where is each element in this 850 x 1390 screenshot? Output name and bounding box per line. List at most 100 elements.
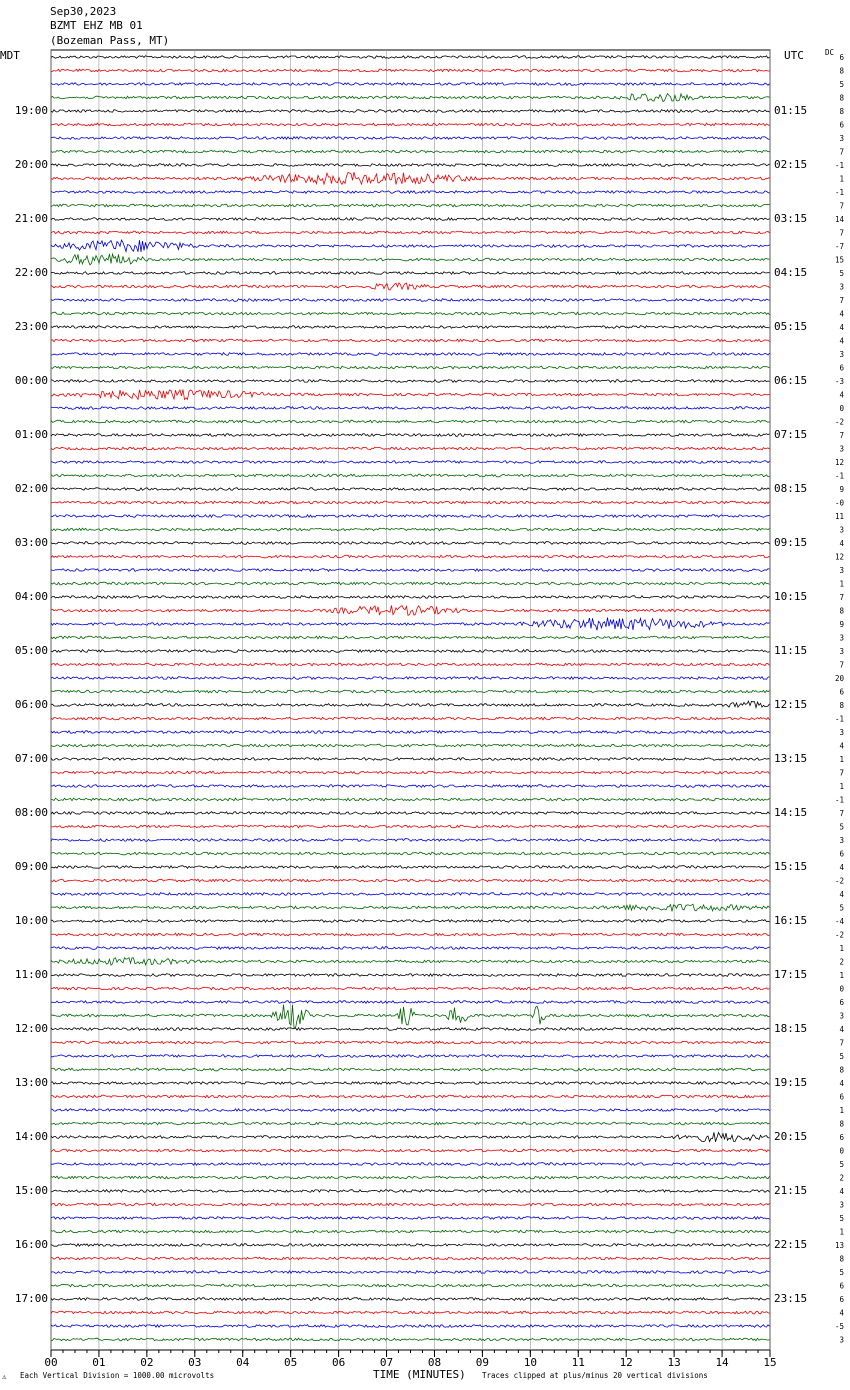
trace bbox=[50, 838, 770, 842]
clip-note: Traces clipped at plus/minus 20 vertical… bbox=[482, 1371, 708, 1380]
dc-offset: -1 bbox=[835, 161, 844, 170]
dc-offset: 1 bbox=[839, 971, 844, 980]
x-tick-label: 10 bbox=[524, 1356, 537, 1369]
utc-hour-label: 20:15 bbox=[774, 1130, 807, 1143]
trace bbox=[50, 1229, 770, 1234]
trace bbox=[50, 203, 770, 208]
dc-offset: 4 bbox=[839, 310, 844, 319]
trace bbox=[50, 189, 770, 195]
trace bbox=[50, 500, 770, 505]
trace bbox=[50, 1054, 770, 1058]
dc-offset: 6 bbox=[839, 53, 844, 62]
dc-offset: 4 bbox=[839, 1309, 844, 1318]
utc-hour-label: 19:15 bbox=[774, 1076, 807, 1089]
trace bbox=[51, 903, 770, 913]
dc-offset: 20 bbox=[835, 674, 845, 683]
trace bbox=[50, 379, 770, 384]
trace bbox=[50, 406, 770, 410]
dc-offset: 1 bbox=[839, 944, 844, 953]
mdt-hour-label: 14:00 bbox=[15, 1130, 48, 1143]
trace bbox=[50, 271, 770, 276]
trace bbox=[50, 1067, 770, 1072]
x-tick-label: 15 bbox=[763, 1356, 776, 1369]
dc-offset: 8 bbox=[839, 107, 844, 116]
trace bbox=[50, 338, 770, 343]
dc-offset: -1 bbox=[835, 715, 844, 724]
trace bbox=[50, 1131, 770, 1143]
dc-offset: 1 bbox=[839, 580, 844, 589]
dc-offset: -2 bbox=[835, 931, 844, 940]
trace bbox=[50, 1310, 770, 1315]
dc-offset: 7 bbox=[839, 809, 844, 818]
dc-offset: 7 bbox=[839, 296, 844, 305]
dc-offset: 14 bbox=[835, 215, 845, 224]
dc-offset: -3 bbox=[835, 377, 844, 386]
x-tick-label: 13 bbox=[668, 1356, 681, 1369]
utc-hour-label: 17:15 bbox=[774, 968, 807, 981]
dc-offset: 12 bbox=[835, 553, 844, 562]
dc-offset: 4 bbox=[839, 1025, 844, 1034]
dc-offset: -1 bbox=[835, 796, 844, 805]
trace bbox=[50, 311, 770, 316]
trace bbox=[50, 487, 770, 491]
trace bbox=[50, 1162, 770, 1167]
dc-offset: 5 bbox=[839, 823, 844, 832]
dc-offset: 2 bbox=[839, 958, 844, 967]
x-tick-label: 14 bbox=[715, 1356, 729, 1369]
mdt-hour-label: 00:00 bbox=[15, 374, 48, 387]
trace bbox=[50, 676, 770, 681]
location: (Bozeman Pass, MT) bbox=[50, 34, 169, 47]
x-tick-label: 04 bbox=[236, 1356, 250, 1369]
trace bbox=[50, 1202, 770, 1207]
mdt-hour-label: 07:00 bbox=[15, 752, 48, 765]
trace bbox=[50, 281, 770, 291]
trace bbox=[50, 784, 770, 788]
trace bbox=[50, 986, 770, 991]
dc-offset: 7 bbox=[839, 202, 844, 211]
x-tick-label: 00 bbox=[44, 1356, 57, 1369]
x-axis-title: TIME (MINUTES) bbox=[373, 1368, 466, 1381]
utc-hour-label: 05:15 bbox=[774, 320, 807, 333]
mdt-hour-label: 19:00 bbox=[15, 104, 48, 117]
mdt-hour-label: 22:00 bbox=[15, 266, 48, 279]
trace bbox=[50, 1283, 770, 1288]
utc-hour-label: 08:15 bbox=[774, 482, 807, 495]
dc-offset: 7 bbox=[839, 431, 844, 440]
mdt-hour-label: 11:00 bbox=[15, 968, 48, 981]
utc-hour-label: 07:15 bbox=[774, 428, 807, 441]
trace bbox=[50, 919, 770, 924]
utc-hour-label: 12:15 bbox=[774, 698, 807, 711]
trace bbox=[50, 446, 770, 451]
trace bbox=[51, 1040, 770, 1045]
dc-offset: 5 bbox=[839, 80, 844, 89]
dc-offset: 1 bbox=[839, 1228, 844, 1237]
trace bbox=[50, 1337, 770, 1342]
dc-offset: -2 bbox=[835, 418, 844, 427]
trace bbox=[50, 716, 770, 721]
trace bbox=[50, 55, 770, 59]
trace bbox=[51, 1094, 770, 1099]
dc-offset: 3 bbox=[839, 566, 844, 575]
dc-offset: 6 bbox=[839, 121, 844, 130]
mdt-hour-label: 09:00 bbox=[15, 860, 48, 873]
dc-offset: 5 bbox=[839, 1268, 844, 1277]
dc-offset: 7 bbox=[839, 661, 844, 670]
dc-offset: 6 bbox=[839, 364, 844, 373]
trace bbox=[50, 662, 770, 667]
trace bbox=[50, 851, 770, 856]
dc-offset: 6 bbox=[839, 1295, 844, 1304]
utc-hour-label: 10:15 bbox=[774, 590, 807, 603]
mdt-hour-label: 02:00 bbox=[15, 482, 48, 495]
trace bbox=[50, 122, 770, 127]
utc-hour-label: 23:15 bbox=[774, 1292, 807, 1305]
dc-offset: 4 bbox=[839, 863, 844, 872]
x-tick-label: 03 bbox=[188, 1356, 201, 1369]
trace bbox=[50, 365, 770, 370]
mdt-hour-label: 01:00 bbox=[15, 428, 48, 441]
dc-label: DC bbox=[825, 48, 834, 57]
mdt-hour-label: 13:00 bbox=[15, 1076, 48, 1089]
utc-hour-label: 04:15 bbox=[774, 266, 807, 279]
dc-offset: 3 bbox=[839, 836, 844, 845]
x-tick-label: 08 bbox=[428, 1356, 441, 1369]
